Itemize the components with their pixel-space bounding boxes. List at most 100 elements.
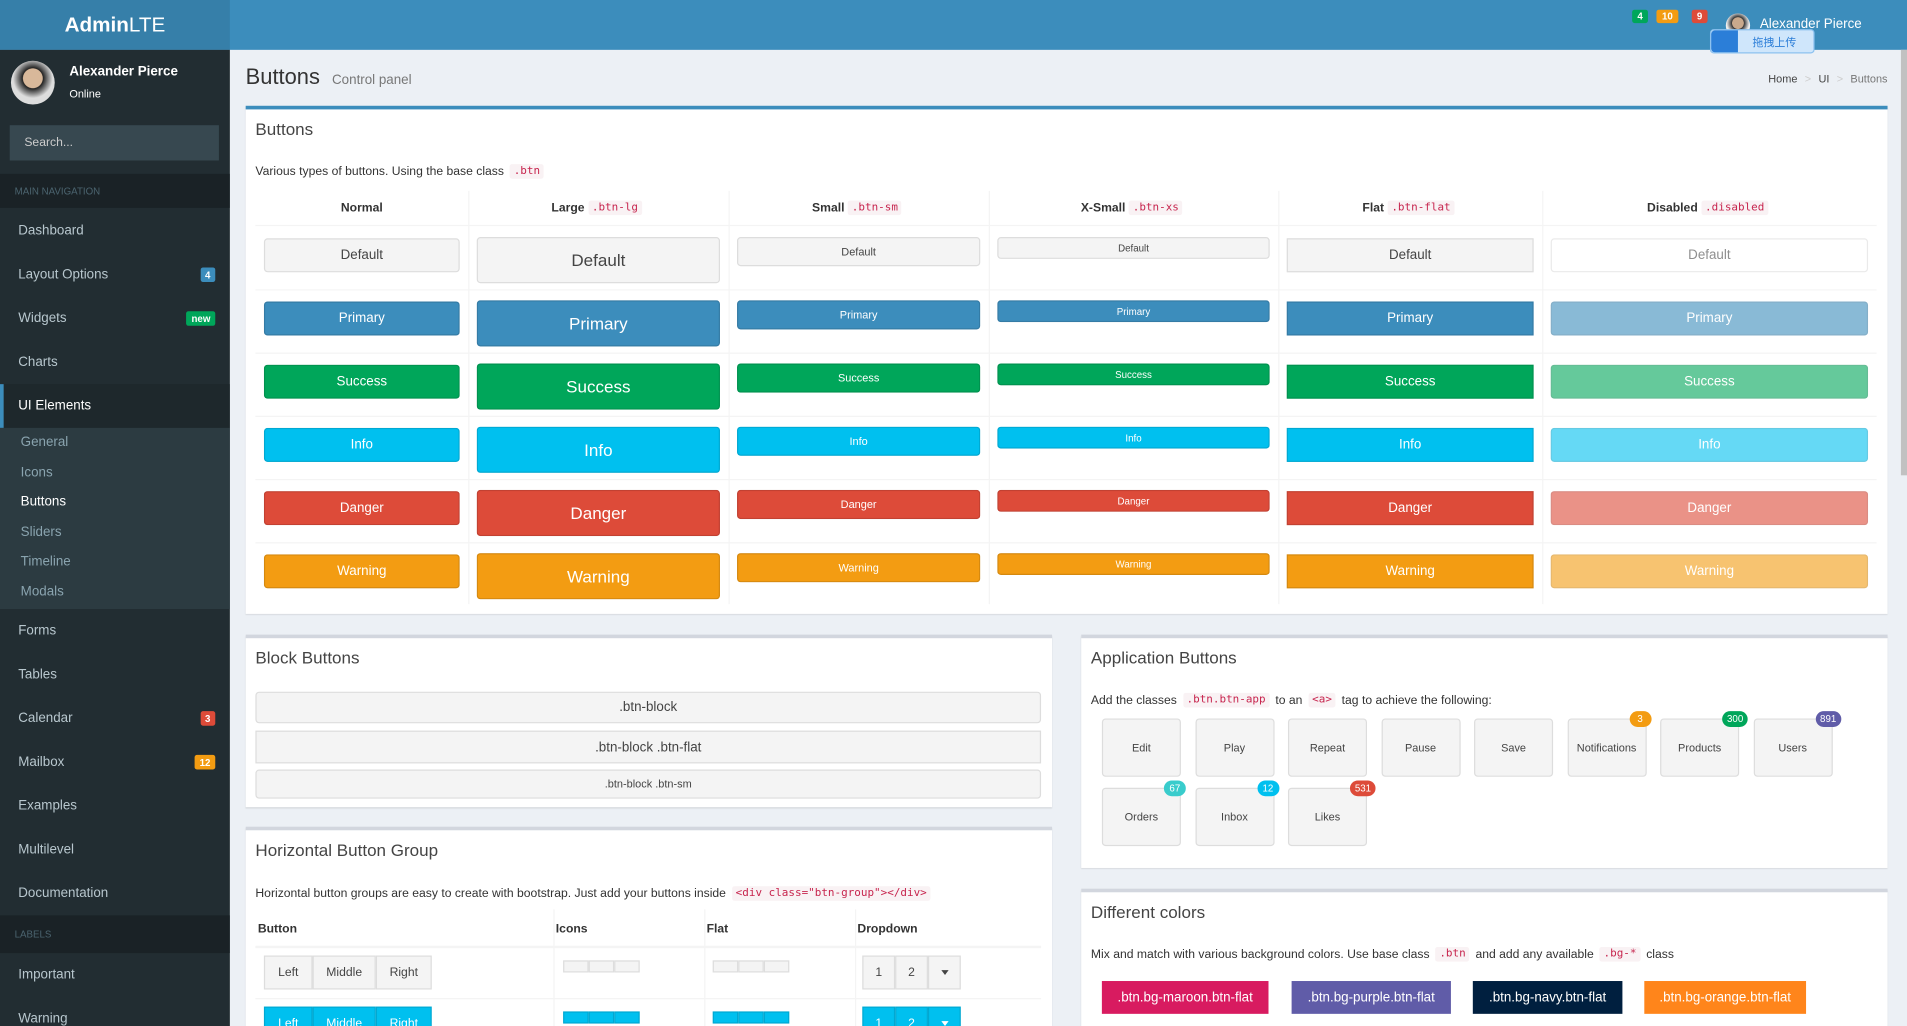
app-button[interactable]: Users [1753, 718, 1833, 777]
app-button[interactable]: Pause [1380, 718, 1461, 777]
group-button[interactable]: Middle [312, 1006, 376, 1026]
app-button[interactable]: Orders [1101, 787, 1181, 847]
app-button[interactable]: Play [1194, 718, 1274, 777]
group-button[interactable]: Left [263, 1006, 313, 1026]
icon-button[interactable] [614, 960, 640, 973]
button[interactable]: Success [263, 364, 460, 399]
label-item[interactable]: Warning [18, 1011, 68, 1026]
button[interactable]: Success [997, 363, 1270, 386]
button[interactable]: Info [1550, 427, 1869, 462]
app-button[interactable]: Inbox [1194, 787, 1274, 847]
icon-button[interactable] [588, 1011, 615, 1024]
color-button[interactable]: .btn.bg-purple.btn-flat [1291, 981, 1451, 1014]
color-button[interactable]: .btn.bg-orange.btn-flat [1644, 981, 1807, 1014]
icon-button[interactable] [563, 960, 589, 973]
submenu-item[interactable]: General [20, 435, 69, 450]
dropdown-button[interactable]: 1 [862, 1006, 896, 1026]
button[interactable]: Default [476, 237, 720, 284]
button[interactable]: Danger [263, 491, 460, 526]
dropdown-caret[interactable] [927, 1006, 961, 1026]
nav-item[interactable]: Calendar 3 [0, 697, 230, 741]
header-badge[interactable]: 9 [1691, 9, 1708, 24]
button[interactable]: Warning [1550, 554, 1869, 589]
nav-item[interactable]: Dashboard [0, 209, 230, 253]
button[interactable]: Danger [1550, 491, 1869, 526]
icon-button[interactable] [563, 1011, 589, 1024]
nav-item[interactable]: Multilevel [0, 828, 230, 872]
app-button[interactable]: Edit [1101, 718, 1181, 777]
dropdown-caret[interactable] [927, 955, 961, 990]
button[interactable]: Success [737, 363, 981, 393]
button[interactable]: Success [1286, 364, 1534, 399]
button[interactable]: Primary [1550, 301, 1869, 336]
nav-item[interactable]: Widgets new [0, 297, 230, 341]
button[interactable]: Primary [476, 300, 720, 347]
dropdown-button[interactable]: 1 [862, 955, 896, 990]
button[interactable]: Default [1286, 238, 1534, 273]
app-button[interactable]: Save [1474, 718, 1554, 777]
button[interactable]: Danger [737, 489, 981, 520]
icon-button[interactable] [763, 1011, 790, 1024]
submenu-item[interactable]: Sliders [20, 524, 62, 540]
group-button[interactable]: Middle [312, 955, 376, 990]
nav-item[interactable]: Mailbox 12 [0, 740, 230, 784]
button[interactable]: Primary [1286, 301, 1534, 336]
button[interactable]: Warning [263, 554, 460, 589]
button[interactable]: Info [737, 426, 981, 456]
color-button[interactable]: .btn.bg-maroon.btn-flat [1101, 981, 1269, 1014]
submenu-item[interactable]: Timeline [20, 554, 71, 570]
nav-item[interactable]: Forms [0, 609, 230, 653]
submenu-item[interactable]: Buttons [20, 494, 67, 510]
button[interactable]: Warning [1286, 554, 1534, 589]
group-button[interactable]: Left [263, 955, 313, 990]
button[interactable]: Info [476, 426, 720, 473]
button[interactable]: Success [476, 363, 720, 410]
block-button[interactable]: .btn-block [255, 691, 1042, 724]
button[interactable]: Info [997, 426, 1270, 449]
button[interactable]: Default [997, 237, 1270, 259]
icon-button[interactable] [712, 1011, 739, 1024]
icon-button[interactable] [614, 1011, 640, 1024]
button[interactable]: Default [1550, 238, 1869, 273]
icon-button[interactable] [588, 960, 615, 973]
app-button[interactable]: Products [1660, 718, 1740, 777]
app-button[interactable]: Likes [1287, 787, 1368, 847]
button[interactable]: Default [263, 238, 460, 273]
submenu-item[interactable]: Modals [20, 584, 64, 600]
group-button[interactable]: Right [375, 1006, 432, 1026]
icon-button[interactable] [738, 960, 764, 973]
nav-item[interactable]: UI Elements [0, 384, 230, 428]
dropdown-button[interactable]: 2 [895, 1006, 928, 1026]
button[interactable]: Danger [1286, 491, 1534, 526]
button[interactable]: Primary [997, 300, 1270, 323]
icon-button[interactable] [738, 1011, 764, 1024]
header-badge[interactable]: 4 [1632, 9, 1648, 24]
button[interactable]: Warning [737, 553, 981, 583]
color-button[interactable]: .btn.bg-navy.btn-flat [1472, 981, 1623, 1014]
header-badge[interactable]: 10 [1656, 9, 1679, 24]
button[interactable]: Primary [263, 301, 460, 336]
block-button[interactable]: .btn-block .btn-sm [255, 769, 1042, 799]
button[interactable]: Primary [737, 300, 981, 330]
nav-item[interactable]: Documentation [0, 872, 230, 916]
search-box[interactable]: Search... [9, 125, 219, 161]
button[interactable]: Danger [997, 489, 1270, 512]
logo[interactable]: Admin LTE [0, 0, 230, 50]
dropdown-button[interactable]: 2 [895, 955, 928, 990]
app-button[interactable]: Notifications [1567, 718, 1647, 777]
icon-button[interactable] [763, 960, 790, 973]
button[interactable]: Info [263, 427, 460, 462]
nav-item[interactable]: Charts [0, 340, 230, 384]
block-button[interactable]: .btn-block .btn-flat [255, 730, 1042, 764]
upload-widget[interactable]: 拖拽上传 [1709, 29, 1815, 54]
nav-item[interactable]: Layout Options 4 [0, 253, 230, 297]
nav-item[interactable]: Examples [0, 784, 230, 828]
button[interactable]: Info [1286, 427, 1534, 462]
app-button[interactable]: Repeat [1287, 718, 1368, 777]
button[interactable]: Warning [997, 553, 1270, 575]
button[interactable]: Success [1550, 364, 1869, 399]
button[interactable]: Danger [476, 489, 720, 537]
submenu-item[interactable]: Icons [20, 465, 53, 480]
button[interactable]: Default [737, 237, 981, 267]
nav-item[interactable]: Tables [0, 653, 230, 697]
